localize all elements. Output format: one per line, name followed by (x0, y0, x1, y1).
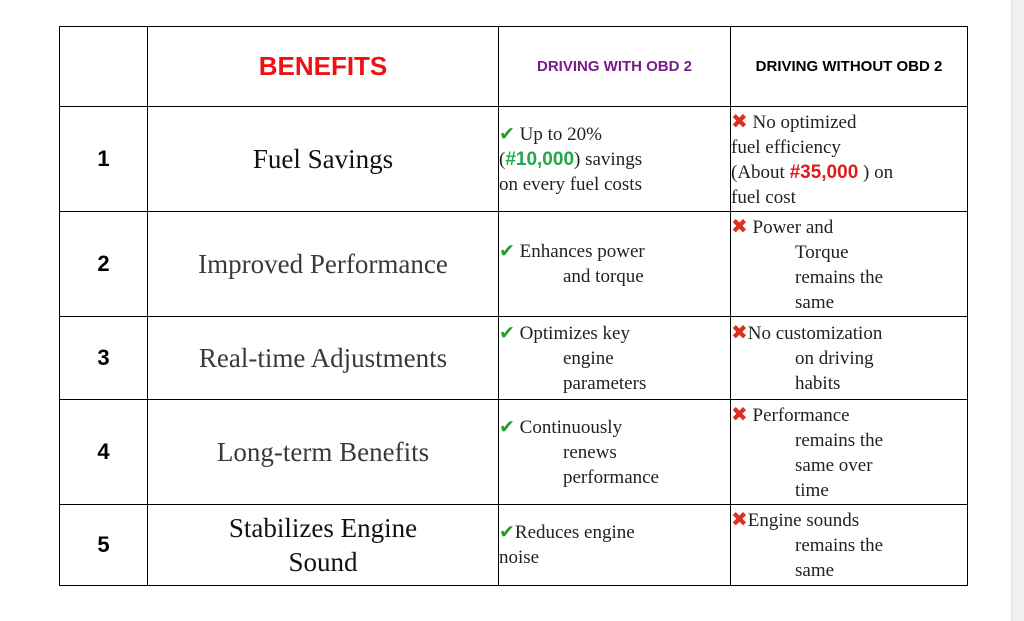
with-obd-cell: ✔Reduces engine noise (498, 504, 731, 586)
table-row: 4 Long-term Benefits ✔ Continuously rene… (59, 399, 968, 505)
cost-amount: #35,000 (789, 161, 859, 183)
without-obd-cell: ✖Engine sounds remains the same (730, 504, 968, 586)
check-icon: ✔ (499, 122, 515, 145)
cross-icon: ✖ (731, 108, 748, 133)
benefit-name: Stabilizes Engine Sound (147, 504, 499, 586)
benefit-name: Real-time Adjustments (147, 316, 499, 400)
row-number: 5 (59, 504, 148, 586)
table-row: 5 Stabilizes Engine Sound ✔Reduces engin… (59, 504, 968, 586)
table-row: 1 Fuel Savings ✔ Up to 20% (#10,000) sav… (59, 106, 968, 212)
with-obd-cell: ✔ Optimizes key engine parameters (498, 316, 731, 400)
check-icon: ✔ (499, 415, 515, 438)
check-icon: ✔ (499, 521, 515, 543)
table-row: 3 Real-time Adjustments ✔ Optimizes key … (59, 316, 968, 400)
without-obd-cell: ✖No customization on driving habits (730, 316, 968, 400)
benefit-name: Fuel Savings (147, 106, 499, 212)
table-row: 2 Improved Performance ✔ Enhances power … (59, 211, 968, 317)
cross-icon: ✖ (731, 213, 748, 238)
with-obd-cell: ✔ Enhances power and torque (498, 211, 731, 317)
vertical-scrollbar[interactable] (1011, 0, 1024, 621)
row-number: 4 (59, 399, 148, 505)
cross-icon: ✖ (731, 507, 748, 531)
table-header-row: BENEFITS DRIVING WITH OBD 2 DRIVING WITH… (59, 26, 968, 107)
check-icon: ✔ (499, 240, 515, 262)
cross-icon: ✖ (731, 401, 748, 426)
benefits-comparison-table: BENEFITS DRIVING WITH OBD 2 DRIVING WITH… (59, 26, 968, 586)
header-without-obd: DRIVING WITHOUT OBD 2 (730, 26, 968, 107)
without-obd-cell: ✖ Performance remains the same over time (730, 399, 968, 505)
without-obd-cell: ✖ No optimized fuel efficiency (About #3… (730, 106, 968, 212)
header-blank-cell (59, 26, 148, 107)
benefit-name: Long-term Benefits (147, 399, 499, 505)
header-with-obd: DRIVING WITH OBD 2 (498, 26, 731, 107)
with-obd-cell: ✔ Up to 20% (#10,000) savings on every f… (498, 106, 731, 212)
with-obd-cell: ✔ Continuously renews performance (498, 399, 731, 505)
row-number: 1 (59, 106, 148, 212)
header-benefits: BENEFITS (147, 26, 499, 107)
benefit-name: Improved Performance (147, 211, 499, 317)
check-icon: ✔ (499, 321, 515, 344)
savings-amount: #10,000 (505, 148, 575, 170)
row-number: 2 (59, 211, 148, 317)
without-obd-cell: ✖ Power and Torque remains the same (730, 211, 968, 317)
cross-icon: ✖ (731, 320, 748, 344)
row-number: 3 (59, 316, 148, 400)
